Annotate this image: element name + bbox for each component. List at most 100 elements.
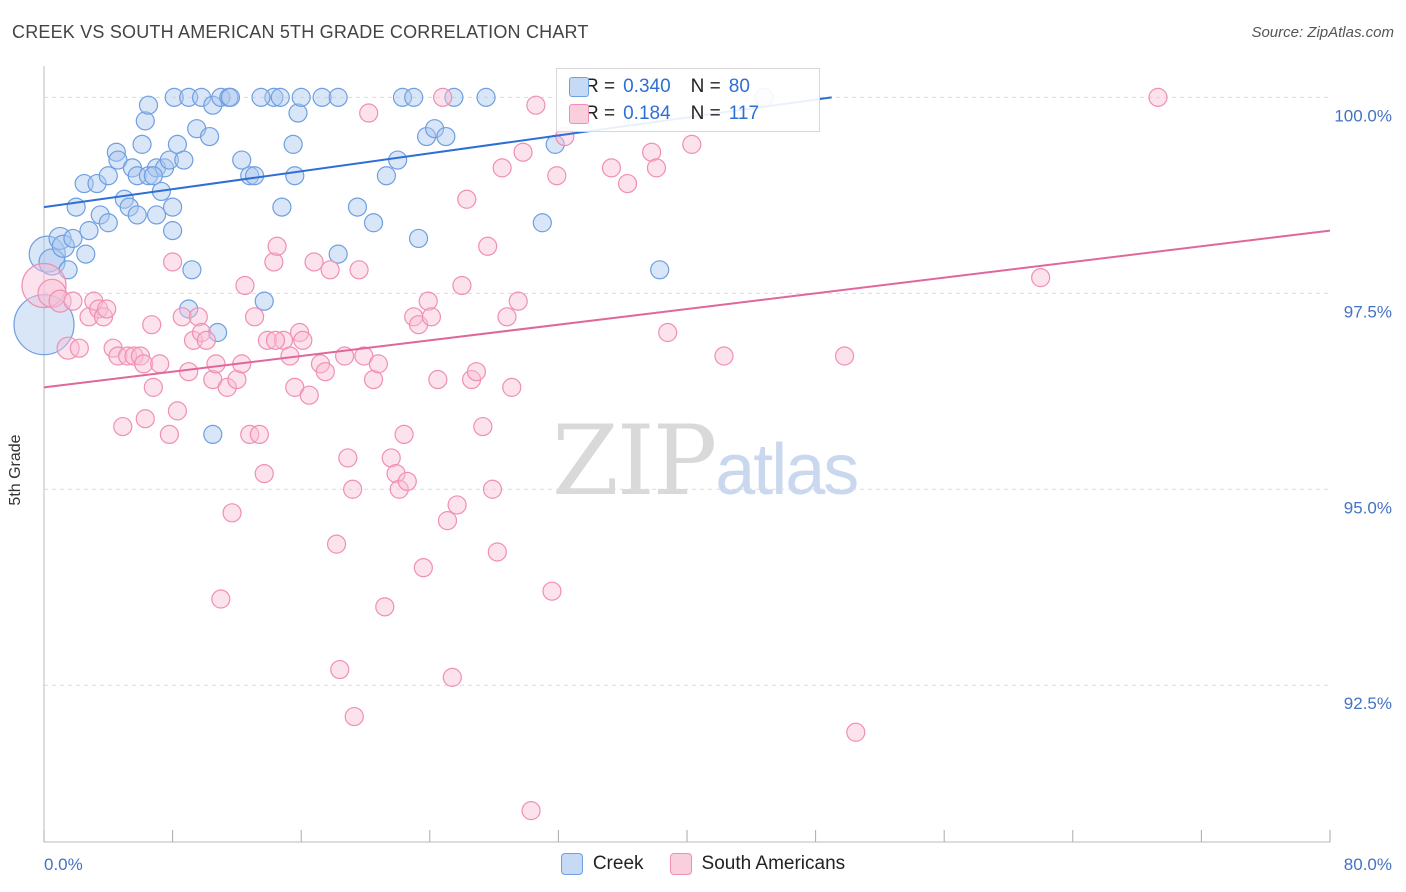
data-point <box>601 158 622 178</box>
data-point <box>179 299 199 319</box>
data-point <box>473 416 493 437</box>
data-point <box>143 166 163 186</box>
data-point <box>143 377 163 397</box>
watermark: ZIPatlas <box>552 405 859 517</box>
data-point <box>328 87 348 107</box>
data-point <box>834 346 855 366</box>
data-point <box>21 262 67 309</box>
data-point <box>521 801 541 821</box>
data-point <box>135 409 155 429</box>
legend-r-value: 0.184 <box>623 103 671 124</box>
data-point <box>254 291 274 311</box>
data-point <box>267 236 287 256</box>
data-point <box>421 307 442 327</box>
data-point <box>502 377 522 397</box>
data-point <box>466 362 487 382</box>
data-point <box>326 534 347 554</box>
data-point <box>487 542 507 562</box>
data-point <box>442 667 462 687</box>
data-point <box>404 87 424 107</box>
data-point <box>227 369 247 390</box>
data-point <box>199 126 220 147</box>
legend-n-value: 117 <box>728 103 760 124</box>
legend-item-creek[interactable]: Creek <box>560 853 644 875</box>
data-point <box>392 87 413 107</box>
data-point <box>257 330 278 350</box>
data-point <box>108 346 128 366</box>
data-point <box>265 330 286 350</box>
legend-label-creek: Creek <box>592 853 644 874</box>
data-point <box>482 479 503 499</box>
data-point <box>457 189 477 209</box>
data-point <box>447 495 467 515</box>
data-point <box>163 221 183 241</box>
legend-label-south-americans: South Americans <box>701 853 846 874</box>
data-point <box>492 158 512 178</box>
data-point <box>1148 87 1168 107</box>
chart-title: CREEK VS SOUTH AMERICAN 5TH GRADE CORREL… <box>12 22 589 42</box>
data-point <box>164 87 184 107</box>
legend-swatch-creek <box>560 853 583 875</box>
y-tick-label: 92.5% <box>1344 694 1392 713</box>
data-point <box>211 589 231 609</box>
data-point <box>63 291 83 311</box>
data-point <box>28 235 66 273</box>
data-point <box>90 205 110 225</box>
data-point <box>376 166 396 186</box>
data-point <box>344 706 364 727</box>
data-point <box>220 87 241 107</box>
data-point <box>135 111 155 131</box>
data-point <box>240 424 260 445</box>
legend-n-label: N = <box>690 103 721 124</box>
gridlines <box>44 96 1330 686</box>
data-point <box>658 322 678 343</box>
data-point <box>408 228 429 249</box>
data-point <box>285 166 305 186</box>
data-point <box>330 659 350 680</box>
data-point <box>76 244 96 264</box>
data-point <box>163 252 183 272</box>
data-point <box>264 252 284 272</box>
data-point <box>159 424 179 445</box>
data-point <box>513 142 533 162</box>
correlation-legend: R = 0.340 N = 80 R = 0.184 N = 117 <box>556 68 820 132</box>
chart-source: Source: ZipAtlas.com <box>1251 24 1394 41</box>
data-point <box>69 338 89 358</box>
data-point <box>416 126 437 147</box>
data-point <box>293 330 313 350</box>
data-point <box>714 346 734 366</box>
data-point <box>244 307 265 327</box>
data-point <box>413 558 433 578</box>
data-point <box>283 134 303 154</box>
data-point <box>497 307 517 327</box>
data-point <box>291 87 311 107</box>
data-point <box>222 503 242 523</box>
data-point <box>203 424 223 445</box>
data-point <box>320 260 340 280</box>
data-point <box>174 150 194 170</box>
data-point <box>394 424 414 445</box>
data-point <box>79 221 99 241</box>
data-point <box>51 234 75 258</box>
data-point <box>272 197 292 217</box>
data-point <box>251 87 271 107</box>
data-point <box>206 354 226 374</box>
data-point <box>444 87 464 107</box>
data-point <box>299 385 319 405</box>
data-point <box>389 479 409 499</box>
data-point <box>359 103 379 123</box>
legend-r-label: R = <box>585 76 616 97</box>
data-point <box>150 354 170 374</box>
legend-r-value: 0.340 <box>623 76 671 97</box>
data-point <box>142 315 162 335</box>
data-point <box>211 87 231 107</box>
data-point <box>478 236 498 256</box>
data-point <box>244 166 265 186</box>
legend-item-south-americans[interactable]: South Americans <box>669 853 846 875</box>
data-point <box>428 369 448 390</box>
data-point <box>172 307 192 327</box>
data-point <box>127 166 147 186</box>
legend-n-label: N = <box>690 76 721 97</box>
data-point <box>312 87 332 107</box>
x-tick-label: 0.0% <box>44 855 83 874</box>
